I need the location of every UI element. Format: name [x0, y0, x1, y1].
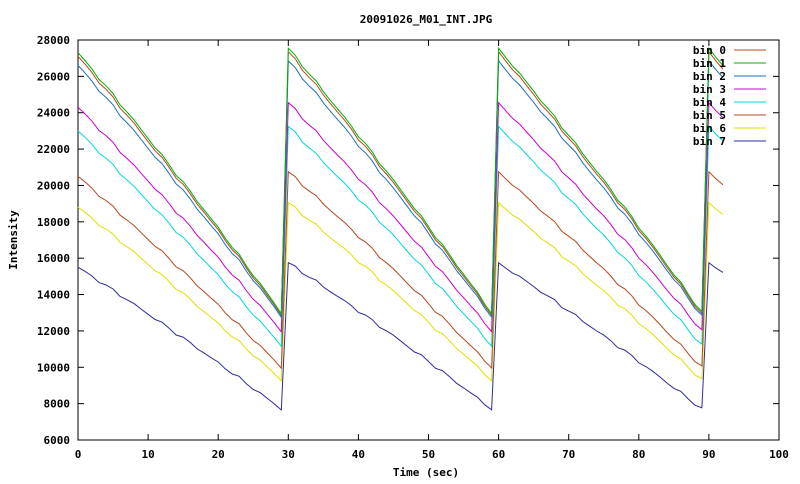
series-line-bin-0 — [77, 50, 724, 317]
legend-label: bin 2 — [693, 70, 726, 83]
x-tick-label: 50 — [422, 448, 435, 461]
series-line-bin-4 — [77, 125, 724, 348]
x-tick-label: 30 — [282, 448, 295, 461]
y-tick-label: 22000 — [37, 143, 70, 156]
series-line-bin-7 — [77, 261, 724, 412]
y-tick-label: 24000 — [37, 107, 70, 120]
chart-title: 20091026_M01_INT.JPG — [360, 13, 493, 26]
x-tick-label: 40 — [352, 448, 365, 461]
series-lines — [77, 46, 724, 412]
x-tick-label: 10 — [141, 448, 154, 461]
x-tick-label: 60 — [492, 448, 505, 461]
axes: 0 10 20 30 40 50 60 70 80 90 100 6000 8000 10000 12000… — [37, 34, 789, 461]
x-tick-label: 90 — [702, 448, 715, 461]
y-tick-label: 18000 — [37, 216, 70, 229]
x-tick-label: 70 — [562, 448, 575, 461]
x-tick-label: 20 — [212, 448, 225, 461]
legend-label: bin 7 — [693, 135, 726, 148]
y-tick-label: 10000 — [37, 361, 70, 374]
x-tick-label: 100 — [769, 448, 789, 461]
series-line-bin-2 — [77, 59, 724, 319]
y-tick-label: 12000 — [37, 325, 70, 338]
y-tick-label: 8000 — [44, 398, 71, 411]
series-line-bin-1 — [77, 46, 724, 316]
legend-label: bin 0 — [693, 44, 726, 57]
y-axis-label: Intensity — [7, 210, 20, 270]
legend-label: bin 4 — [693, 96, 726, 109]
series-line-bin-3 — [77, 101, 724, 334]
legend-label: bin 1 — [693, 57, 726, 70]
legend-label: bin 5 — [693, 109, 726, 122]
legend-label: bin 6 — [693, 122, 726, 135]
legend-label: bin 3 — [693, 83, 726, 96]
series-line-bin-6 — [77, 201, 724, 383]
y-tick-label: 16000 — [37, 252, 70, 265]
x-tick-label: 0 — [75, 448, 82, 461]
y-tick-label: 6000 — [44, 434, 71, 447]
y-tick-label: 26000 — [37, 70, 70, 83]
x-axis-label: Time (sec) — [393, 466, 459, 479]
series-line-bin-5 — [77, 170, 724, 370]
y-tick-label: 28000 — [37, 34, 70, 47]
y-tick-label: 14000 — [37, 289, 70, 302]
plot-frame — [77, 39, 780, 441]
y-tick-label: 20000 — [37, 179, 70, 192]
x-tick-label: 80 — [632, 448, 645, 461]
